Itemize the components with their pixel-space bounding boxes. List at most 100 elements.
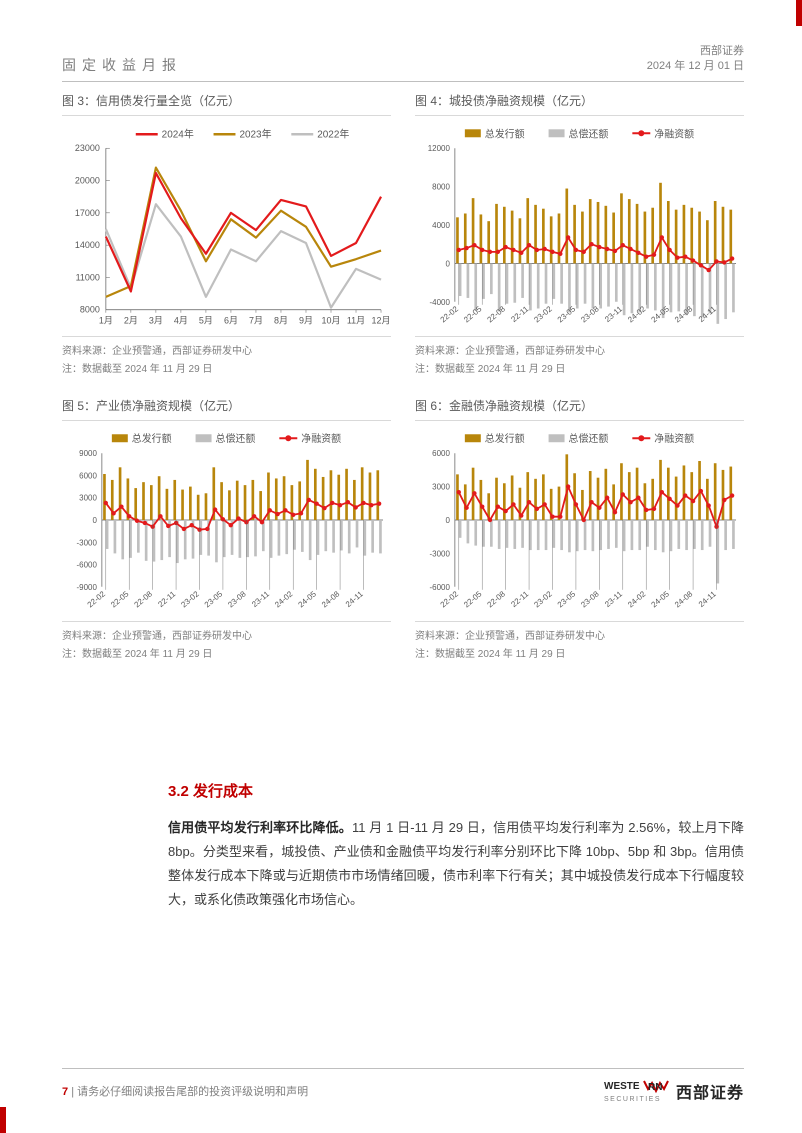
svg-text:24-11: 24-11 — [697, 589, 718, 609]
svg-text:2022年: 2022年 — [317, 127, 349, 140]
svg-text:8000: 8000 — [432, 183, 450, 192]
chart-6-note-line: 注：数据截至 2024 年 11 月 29 日 — [415, 646, 744, 664]
svg-text:净融资额: 净融资额 — [301, 432, 341, 445]
svg-text:6月: 6月 — [224, 316, 238, 326]
svg-text:22-11: 22-11 — [156, 589, 177, 609]
logo-sub-text: SECURITIES — [604, 1096, 661, 1103]
svg-text:23-08: 23-08 — [579, 304, 601, 324]
svg-text:20000: 20000 — [75, 176, 100, 186]
svg-text:23-05: 23-05 — [556, 589, 578, 609]
svg-text:总偿还额: 总偿还额 — [216, 432, 256, 445]
chart-3-block: 图 3：信用债发行量全览（亿元） 2024年2023年2022年80001100… — [62, 88, 391, 379]
svg-text:24-02: 24-02 — [626, 304, 648, 324]
chart-4-title: 图 4：城投债净融资规模（亿元） — [415, 88, 744, 116]
svg-text:10月: 10月 — [322, 316, 341, 326]
chart-4-source: 资料来源：企业预警通，西部证券研发中心 注：数据截至 2024 年 11 月 2… — [415, 336, 744, 379]
chart-3-note-line: 注：数据截至 2024 年 11 月 29 日 — [62, 361, 391, 379]
chart-3-source: 资料来源：企业预警通，西部证券研发中心 注：数据截至 2024 年 11 月 2… — [62, 336, 391, 379]
svg-text:22-11: 22-11 — [509, 589, 530, 609]
svg-text:24-05: 24-05 — [297, 589, 319, 609]
svg-text:23-02: 23-02 — [179, 589, 201, 609]
svg-text:23-11: 23-11 — [250, 589, 271, 609]
svg-text:22-08: 22-08 — [486, 304, 508, 324]
svg-text:总发行额: 总发行额 — [132, 432, 172, 445]
svg-text:总偿还额: 总偿还额 — [569, 127, 609, 140]
svg-text:23-05: 23-05 — [203, 589, 225, 609]
chart-4-source-line: 资料来源：企业预警通，西部证券研发中心 — [415, 343, 744, 361]
svg-text:-6000: -6000 — [77, 561, 98, 570]
chart-3-source-line: 资料来源：企业预警通，西部证券研发中心 — [62, 343, 391, 361]
chart-6-canvas: 总发行额总偿还额净融资额-6000-300003000600022-0222-0… — [415, 427, 744, 617]
svg-text:-4000: -4000 — [430, 298, 451, 307]
svg-text:4000: 4000 — [432, 221, 450, 230]
svg-text:3000: 3000 — [79, 494, 97, 503]
svg-text:24-05: 24-05 — [650, 304, 672, 324]
svg-text:23000: 23000 — [75, 143, 100, 153]
svg-text:-9000: -9000 — [77, 583, 98, 592]
svg-text:22-08: 22-08 — [133, 589, 155, 609]
chart-3-title: 图 3：信用债发行量全览（亿元） — [62, 88, 391, 116]
chart-5-canvas: 总发行额总偿还额净融资额-9000-6000-30000300060009000… — [62, 427, 391, 617]
svg-text:0: 0 — [445, 259, 450, 268]
svg-text:14000: 14000 — [75, 240, 100, 250]
svg-text:6000: 6000 — [432, 449, 450, 458]
svg-text:23-05: 23-05 — [556, 304, 578, 324]
svg-text:17000: 17000 — [75, 208, 100, 218]
svg-text:23-08: 23-08 — [226, 589, 248, 609]
svg-text:6000: 6000 — [79, 471, 97, 480]
chart-6-source-line: 资料来源：企业预警通，西部证券研发中心 — [415, 628, 744, 646]
svg-text:8月: 8月 — [274, 316, 288, 326]
svg-text:1月: 1月 — [99, 316, 113, 326]
header-meta: 西部证券 2024 年 12 月 01 日 — [647, 44, 744, 75]
svg-text:24-05: 24-05 — [650, 589, 672, 609]
svg-text:12000: 12000 — [428, 144, 451, 153]
chart-6-title: 图 6：金融债净融资规模（亿元） — [415, 393, 744, 421]
svg-text:9000: 9000 — [79, 449, 97, 458]
svg-text:22-11: 22-11 — [509, 304, 530, 324]
chart-6-block: 图 6：金融债净融资规模（亿元） 总发行额总偿还额净融资额-6000-30000… — [415, 393, 744, 664]
svg-text:3000: 3000 — [432, 483, 450, 492]
svg-text:3月: 3月 — [149, 316, 163, 326]
chart-5-block: 图 5：产业债净融资规模（亿元） 总发行额总偿还额净融资额-9000-6000-… — [62, 393, 391, 664]
svg-text:总发行额: 总发行额 — [485, 432, 525, 445]
svg-text:24-08: 24-08 — [673, 589, 695, 609]
footer-left: 7 | 请务必仔细阅读报告尾部的投资评级说明和声明 — [62, 1083, 308, 1099]
svg-text:2024年: 2024年 — [162, 127, 194, 140]
svg-text:24-08: 24-08 — [673, 304, 695, 324]
svg-text:0: 0 — [92, 516, 97, 525]
svg-text:23-02: 23-02 — [532, 589, 554, 609]
accent-bar-top — [796, 0, 802, 26]
page-header: 固定收益月报 西部证券 2024 年 12 月 01 日 — [62, 44, 744, 82]
svg-text:5月: 5月 — [199, 316, 213, 326]
chart-5-source-line: 资料来源：企业预警通，西部证券研发中心 — [62, 628, 391, 646]
svg-text:9月: 9月 — [299, 316, 313, 326]
svg-text:12月: 12月 — [372, 316, 391, 326]
lead-bold: 信用债平均发行利率环比降低。 — [168, 820, 352, 835]
svg-text:24-11: 24-11 — [344, 589, 365, 609]
svg-text:11000: 11000 — [76, 272, 100, 282]
chart-3-canvas: 2024年2023年2022年8000110001400017000200002… — [62, 122, 391, 332]
svg-text:总偿还额: 总偿还额 — [569, 432, 609, 445]
chart-6-source: 资料来源：企业预警通，西部证券研发中心 注：数据截至 2024 年 11 月 2… — [415, 621, 744, 664]
page-number: 7 — [62, 1086, 68, 1098]
svg-text:24-11: 24-11 — [697, 304, 718, 324]
footer-disclaimer: 请务必仔细阅读报告尾部的投资评级说明和声明 — [77, 1086, 308, 1098]
svg-text:4月: 4月 — [174, 316, 188, 326]
report-date: 2024 年 12 月 01 日 — [647, 59, 744, 74]
chart-4-canvas: 总发行额总偿还额净融资额-40000400080001200022-0222-0… — [415, 122, 744, 332]
charts-grid: 图 3：信用债发行量全览（亿元） 2024年2023年2022年80001100… — [62, 88, 744, 664]
body-text: 3.2 发行成本 信用债平均发行利率环比降低。11 月 1 日-11 月 29 … — [168, 778, 744, 912]
svg-text:0: 0 — [445, 516, 450, 525]
svg-text:总发行额: 总发行额 — [485, 127, 525, 140]
svg-text:-6000: -6000 — [430, 583, 451, 592]
svg-text:净融资额: 净融资额 — [654, 127, 694, 140]
body-paragraph: 信用债平均发行利率环比降低。11 月 1 日-11 月 29 日，信用债平均发行… — [168, 816, 744, 912]
svg-text:23-11: 23-11 — [603, 304, 624, 324]
chart-5-source: 资料来源：企业预警通，西部证券研发中心 注：数据截至 2024 年 11 月 2… — [62, 621, 391, 664]
svg-text:23-11: 23-11 — [603, 589, 624, 609]
page-footer: 7 | 请务必仔细阅读报告尾部的投资评级说明和声明 WESTE RN SECUR… — [62, 1068, 744, 1105]
logo-en-text: WESTE — [604, 1081, 640, 1092]
svg-text:2月: 2月 — [124, 316, 138, 326]
svg-text:23-08: 23-08 — [579, 589, 601, 609]
svg-text:-3000: -3000 — [430, 549, 451, 558]
